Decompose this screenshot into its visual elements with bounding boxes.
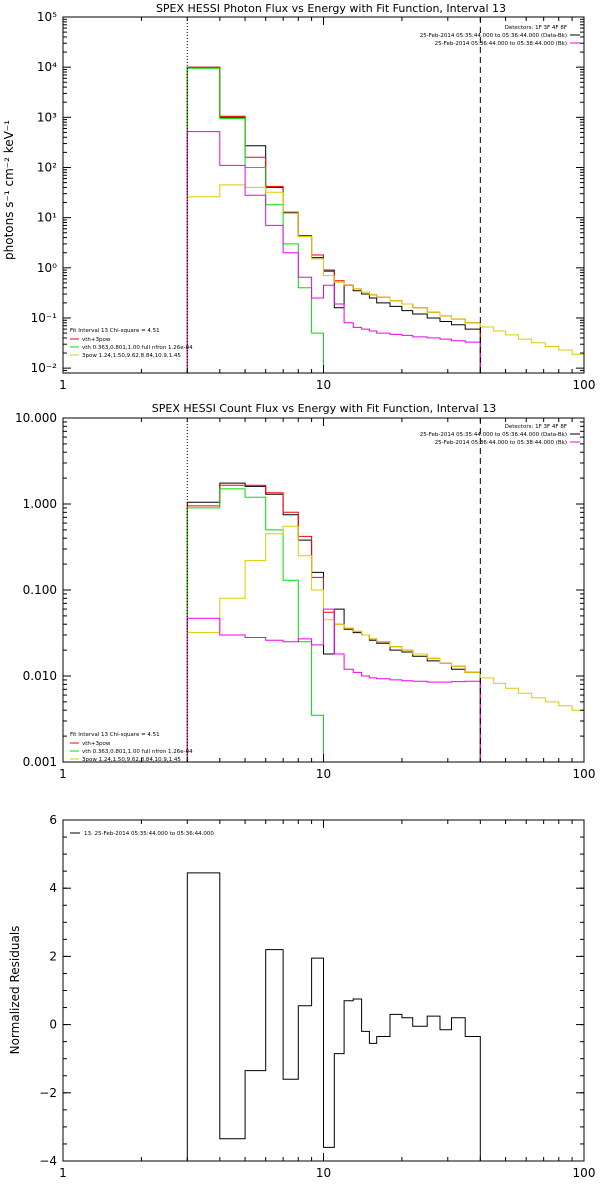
y-tick-label: 10⁵ [37,10,57,24]
photon-fit-legend: Fit Interval 13 Chi-square = 4.51 vth+3p… [70,328,193,359]
count-flux-info: Detectors: 1F 3F 4F 8F 25-Feb-2014 05:35… [420,424,580,446]
detectors-label: Detectors: 1F 3F 4F 8F [505,25,567,31]
y-tick-label: 10⁰ [37,261,57,275]
count-fit-legend: Fit Interval 13 Chi-square = 4.51 vth+3p… [70,732,193,763]
count-flux-panel: SPEX HESSI Count Flux vs Energy with Fit… [15,402,595,781]
residuals-legend: 13. 25-Feb-2014 05:35:44.000 to 05:36:44… [70,831,214,837]
y-tick-label: 10.000 [15,411,57,425]
y-tick-label: 6 [49,813,57,827]
y-tick-label: 0.010 [23,669,57,683]
series-background [186,608,481,762]
y-tick-label: 10⁻¹ [31,311,58,325]
bk-interval-label: 25-Feb-2014 05:36:44.000 to 05:38:44.000… [435,41,567,47]
residuals-ylabel: Normalized Residuals [8,926,22,1055]
y-tick-label: 10⁴ [37,60,57,74]
residuals-panel: Normalized Residuals 1 10 100 −4 −2 0 2 4 6 13. … [8,813,595,1180]
y-tick-label: 0.001 [23,755,57,769]
photon-flux-info: Detectors: 1F 3F 4F 8F 25-Feb-2014 05:35… [420,25,580,47]
fit-legend-vth: vth 0.363,0.801,1.00 full nfron 1.26e-04 [82,749,193,755]
y-tick-label: 2 [49,949,57,963]
x-tick-label: 10 [316,378,331,392]
x-tick-label: 10 [316,767,331,781]
detectors-label: Detectors: 1F 3F 4F 8F [505,424,567,430]
residuals-legend-label: 13. 25-Feb-2014 05:35:44.000 to 05:36:44… [84,831,214,837]
series-vth [186,488,324,762]
fit-chisq-label: Fit Interval 13 Chi-square = 4.51 [70,328,160,334]
series-vth [186,67,324,373]
fit-legend-total: vth+3pow [82,337,111,343]
x-tick-label: 1 [59,767,67,781]
residuals-plot: 1 10 100 −4 −2 0 2 4 6 [39,813,595,1180]
x-tick-label: 100 [573,378,596,392]
y-tick-label: −4 [39,1154,57,1168]
y-tick-label: −2 [39,1086,57,1100]
series-vth-3pow [186,66,481,373]
series-3pow [186,184,584,373]
y-tick-label: 10² [37,160,57,174]
x-tick-label: 10 [316,1166,331,1180]
data-interval-label: 25-Feb-2014 05:35:44.000 to 05:36:44.000… [420,432,567,438]
x-tick-label: 1 [59,1166,67,1180]
series-group [186,872,481,1161]
series-data [186,66,481,373]
photon-flux-title: SPEX HESSI Photon Flux vs Energy with Fi… [156,2,506,15]
series-3pow [186,525,584,762]
y-tick-label: 4 [49,881,57,895]
series-background [186,131,481,373]
fit-legend-vth: vth 0.363,0.801,1.00 full nfron 1.26e-04 [82,345,193,351]
x-tick-label: 1 [59,378,67,392]
y-tick-label: 10³ [37,110,57,124]
bk-interval-label: 25-Feb-2014 05:36:44.000 to 05:38:44.000… [435,440,567,446]
data-interval-label: 25-Feb-2014 05:35:44.000 to 05:36:44.000… [420,33,567,39]
x-tick-label: 100 [573,1166,596,1180]
y-tick-label: 10¹ [37,211,57,225]
y-tick-label: 10⁻² [31,361,58,375]
count-flux-plot: 1 10 100 0.001 0.010 0.100 1.000 10.000 [15,411,595,781]
x-tick-label: 100 [573,767,596,781]
series-data [186,482,481,762]
series-residuals [186,872,481,1161]
photon-flux-ylabel: photons s⁻¹ cm⁻² keV⁻¹ [2,120,16,260]
plot-frame [62,16,585,374]
photon-flux-plot: 1 10 100 10⁻² 10⁻¹ 10⁰ 10¹ 10² 10³ 10⁴ 10⁵ [31,10,596,392]
y-tick-label: 0 [49,1018,57,1032]
photon-flux-panel: SPEX HESSI Photon Flux vs Energy with Fi… [2,2,595,392]
series-group [186,482,584,762]
y-tick-label: 0.100 [23,583,57,597]
fit-legend-3pow: 3pow 1.24,1.50,9.62,8.84,10.9,1.45 [82,353,181,359]
fit-legend-total: vth+3pow [82,741,111,747]
fit-legend-3pow: 3pow 1.24,1.50,9.62,8.84,10.9,1.45 [82,757,181,763]
series-group [186,66,584,373]
count-flux-title: SPEX HESSI Count Flux vs Energy with Fit… [152,402,496,415]
fit-chisq-label: Fit Interval 13 Chi-square = 4.51 [70,732,160,738]
y-tick-label: 1.000 [23,497,57,511]
